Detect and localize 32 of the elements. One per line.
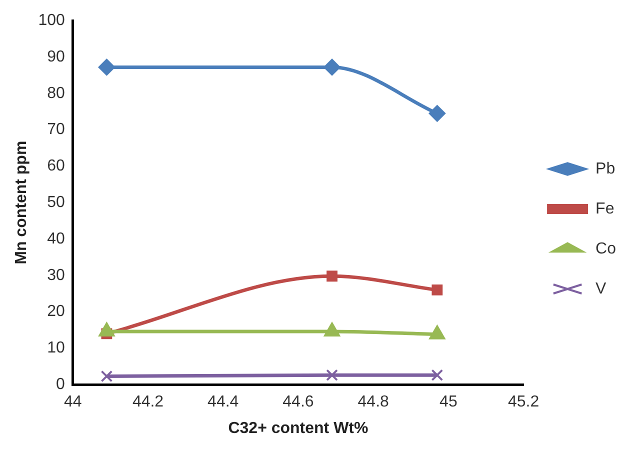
y-tick-label: 70: [47, 121, 65, 138]
y-tick-label: 90: [47, 48, 65, 66]
x-tick-label: 44.6: [282, 394, 314, 411]
point: [100, 370, 113, 382]
legend-label: Pb: [596, 160, 616, 178]
x-tick-label: 44.2: [132, 394, 164, 411]
y-tick-label: 20: [47, 303, 65, 320]
x-tick-label: 45: [440, 394, 458, 411]
y-tick-label: 50: [47, 194, 65, 212]
x-axis-title: C32+ content Wt%: [228, 420, 368, 437]
point: [432, 284, 443, 296]
y-tick-label: 0: [56, 376, 65, 394]
point: [431, 369, 444, 382]
point: [326, 270, 338, 282]
y-tick-label: 80: [47, 84, 65, 102]
y-tick-label: 100: [38, 12, 65, 30]
x-tick-label: 44.8: [358, 394, 389, 411]
legend-label: V: [596, 280, 607, 298]
y-tick-label: 10: [47, 340, 65, 357]
x-tick-label: 44: [64, 394, 82, 411]
point: [428, 104, 446, 122]
x-tick-label: 45.2: [508, 394, 540, 411]
point: [326, 369, 338, 382]
y-tick-label: 40: [47, 230, 65, 248]
point: [98, 58, 116, 76]
y-tick-label: 30: [47, 266, 65, 284]
y-tick-label: 60: [47, 158, 65, 175]
x-tick-label: 44.4: [208, 394, 239, 411]
point: [324, 58, 341, 76]
legend-label: Co: [596, 240, 616, 258]
y-axis-title: Mn content ppm: [13, 140, 30, 264]
legend-label: Fe: [596, 200, 614, 218]
